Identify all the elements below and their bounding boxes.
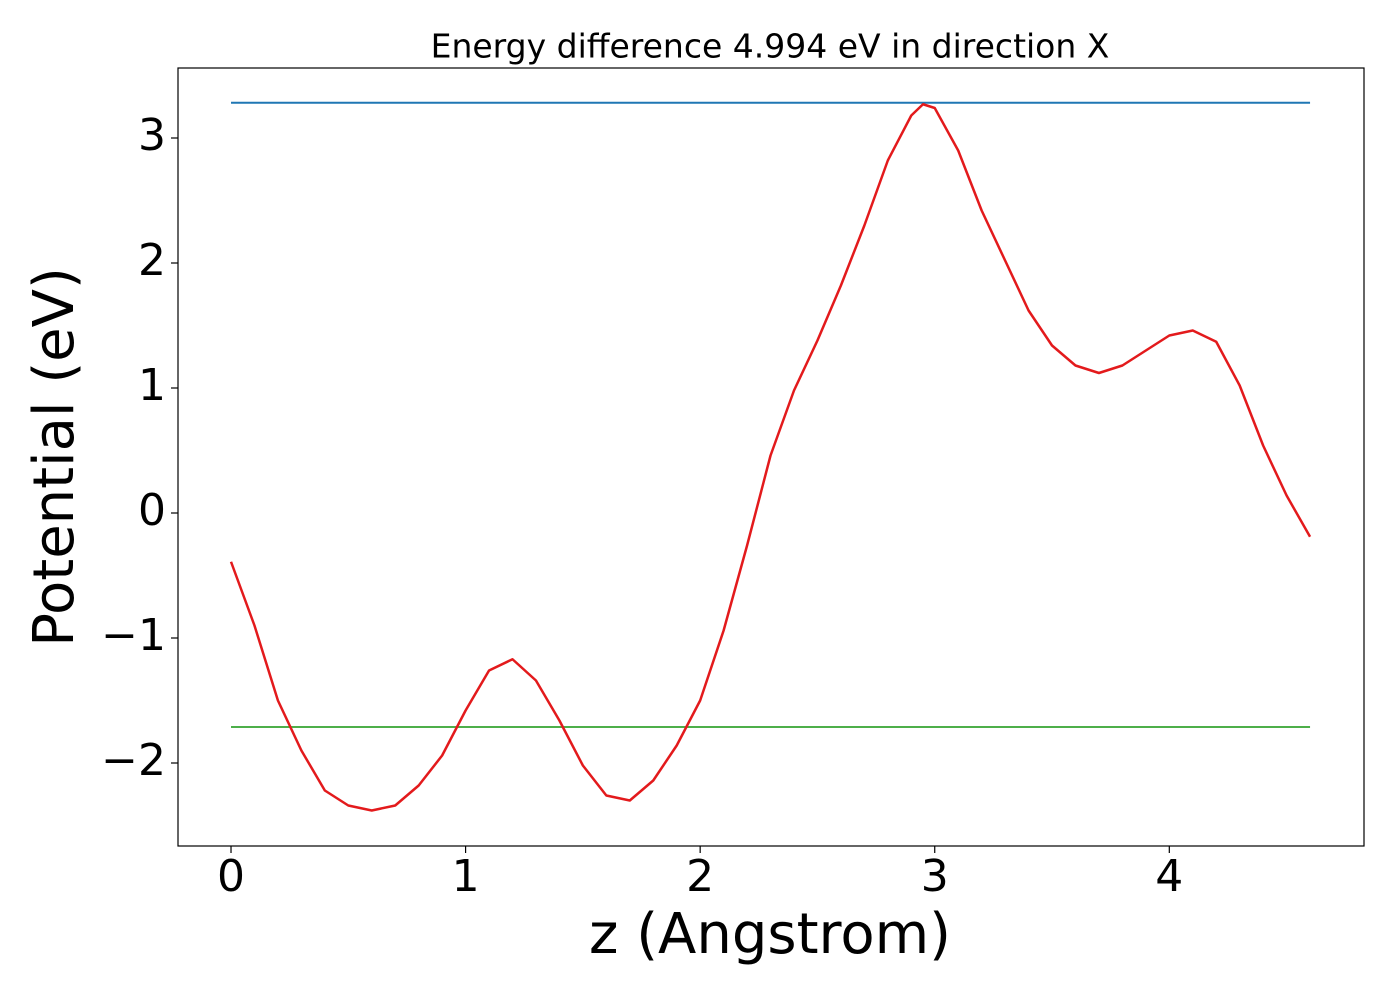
x-tick-label: 3 bbox=[921, 851, 949, 902]
x-tick-label: 0 bbox=[217, 851, 245, 902]
y-axis-label: Potential (eV) bbox=[22, 267, 87, 647]
y-tick-label: 2 bbox=[138, 235, 166, 286]
x-tick-label: 2 bbox=[686, 851, 714, 902]
y-tick-label: −2 bbox=[101, 735, 166, 786]
data-line bbox=[229, 103, 1312, 812]
x-axis-label: z (Angstrom) bbox=[589, 902, 951, 967]
chart-title: Energy difference 4.994 eV in direction … bbox=[431, 27, 1110, 66]
plot-frame bbox=[177, 67, 1365, 847]
y-tick-label: 0 bbox=[138, 485, 166, 536]
x-tick-label: 1 bbox=[452, 851, 480, 902]
x-tick-label: 4 bbox=[1155, 851, 1183, 902]
y-tick-label: 1 bbox=[138, 360, 166, 411]
y-tick-label: −1 bbox=[101, 610, 166, 661]
y-tick-label: 3 bbox=[138, 110, 166, 161]
